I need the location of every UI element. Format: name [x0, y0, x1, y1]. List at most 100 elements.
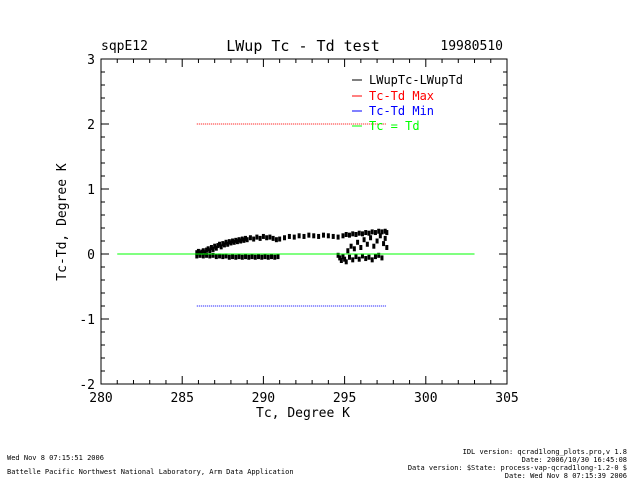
data-point — [276, 254, 280, 260]
data-point — [380, 229, 384, 235]
data-point — [211, 252, 215, 258]
data-point — [380, 255, 384, 261]
data-point — [196, 248, 200, 254]
data-point — [357, 256, 361, 262]
x-axis-label: Tc, Degree K — [256, 406, 350, 421]
data-point — [373, 254, 377, 260]
data-point — [213, 243, 217, 249]
data-point — [258, 235, 262, 241]
legend-label-min: Tc-Td Min — [369, 104, 434, 118]
data-point — [214, 254, 218, 260]
data-point — [227, 254, 231, 260]
data-point — [229, 240, 233, 246]
data-point — [273, 254, 277, 260]
legend: LWupTc-LWupTd Tc-Td Max Tc-Td Min Tc = T… — [352, 73, 463, 133]
data-point — [244, 235, 248, 241]
data-point — [341, 233, 345, 239]
data-point — [367, 254, 371, 260]
data-point — [266, 254, 270, 260]
data-point — [271, 235, 275, 241]
data-point — [383, 235, 387, 241]
data-point — [231, 254, 235, 260]
footer-idl-version: IDL version: qcrad1long_plots.pro,v 1.8 — [462, 448, 627, 456]
y-tick-label: -2 — [79, 378, 95, 393]
data-point — [307, 232, 311, 238]
data-point — [208, 248, 212, 254]
data-point — [201, 253, 205, 259]
axis-ticks: 280 285 290 295 300 305 -2 -1 0 1 2 3 — [79, 53, 518, 406]
data-point — [369, 235, 373, 241]
y-tick-label: -1 — [79, 313, 95, 328]
legend-label-data: LWupTc-LWupTd — [369, 73, 463, 87]
data-point — [347, 232, 351, 238]
data-point — [346, 248, 350, 254]
data-point — [222, 242, 226, 248]
data-point — [234, 254, 238, 260]
data-point — [338, 255, 342, 261]
data-point — [356, 239, 360, 245]
data-point — [205, 252, 209, 258]
y-tick-label: 1 — [87, 183, 95, 198]
data-point — [339, 258, 343, 263]
data-point — [344, 232, 348, 237]
data-point — [247, 254, 251, 260]
data-point — [248, 235, 252, 241]
data-point — [354, 254, 358, 260]
data-point — [237, 254, 241, 260]
site-label: sqpE12 — [101, 39, 148, 54]
data-point — [235, 239, 239, 245]
data-point — [195, 250, 199, 256]
data-point — [242, 237, 246, 243]
data-point — [237, 237, 241, 243]
plot-frame — [100, 58, 508, 385]
y-tick-label: 3 — [87, 53, 95, 68]
data-point — [257, 254, 261, 260]
data-point — [198, 252, 202, 258]
data-point — [234, 237, 238, 243]
data-point — [383, 228, 387, 234]
data-point — [365, 241, 369, 247]
x-tick-label: 290 — [252, 391, 275, 406]
data-point — [370, 229, 374, 235]
data-point — [321, 232, 325, 238]
footer-run-date: Wed Nov 8 07:15:51 2006 — [7, 454, 104, 462]
data-point — [377, 228, 381, 234]
data-point — [244, 254, 248, 260]
data-point — [240, 236, 244, 242]
data-point — [224, 239, 228, 245]
data-point — [209, 245, 213, 250]
data-point — [231, 238, 235, 244]
data-point — [227, 239, 231, 245]
data-point — [206, 246, 210, 252]
data-point — [357, 230, 361, 236]
data-point — [239, 238, 243, 244]
data-point — [359, 245, 363, 250]
data-point — [331, 233, 335, 239]
legend-label-max: Tc-Td Max — [369, 89, 434, 103]
data-point — [347, 254, 351, 260]
data-point — [245, 237, 249, 243]
data-point — [201, 248, 205, 254]
data-point — [351, 231, 355, 237]
data-point — [351, 257, 355, 263]
data-point — [211, 246, 215, 252]
data-point — [302, 233, 306, 239]
data-point — [297, 233, 301, 239]
data-point — [274, 237, 278, 243]
data-point — [373, 230, 377, 236]
data-point — [372, 243, 376, 249]
data-point — [208, 253, 212, 259]
data-point — [221, 254, 225, 260]
data-point — [375, 238, 379, 244]
data-point — [214, 245, 218, 251]
data-point — [224, 253, 228, 259]
footer-org: Battelle Pacific Northwest National Labo… — [7, 468, 294, 476]
data-point — [283, 235, 287, 241]
data-layer — [117, 123, 475, 307]
data-point — [253, 254, 257, 260]
data-point — [360, 253, 364, 259]
data-point — [312, 233, 316, 239]
data-point — [354, 232, 358, 237]
x-tick-label: 285 — [170, 391, 193, 406]
